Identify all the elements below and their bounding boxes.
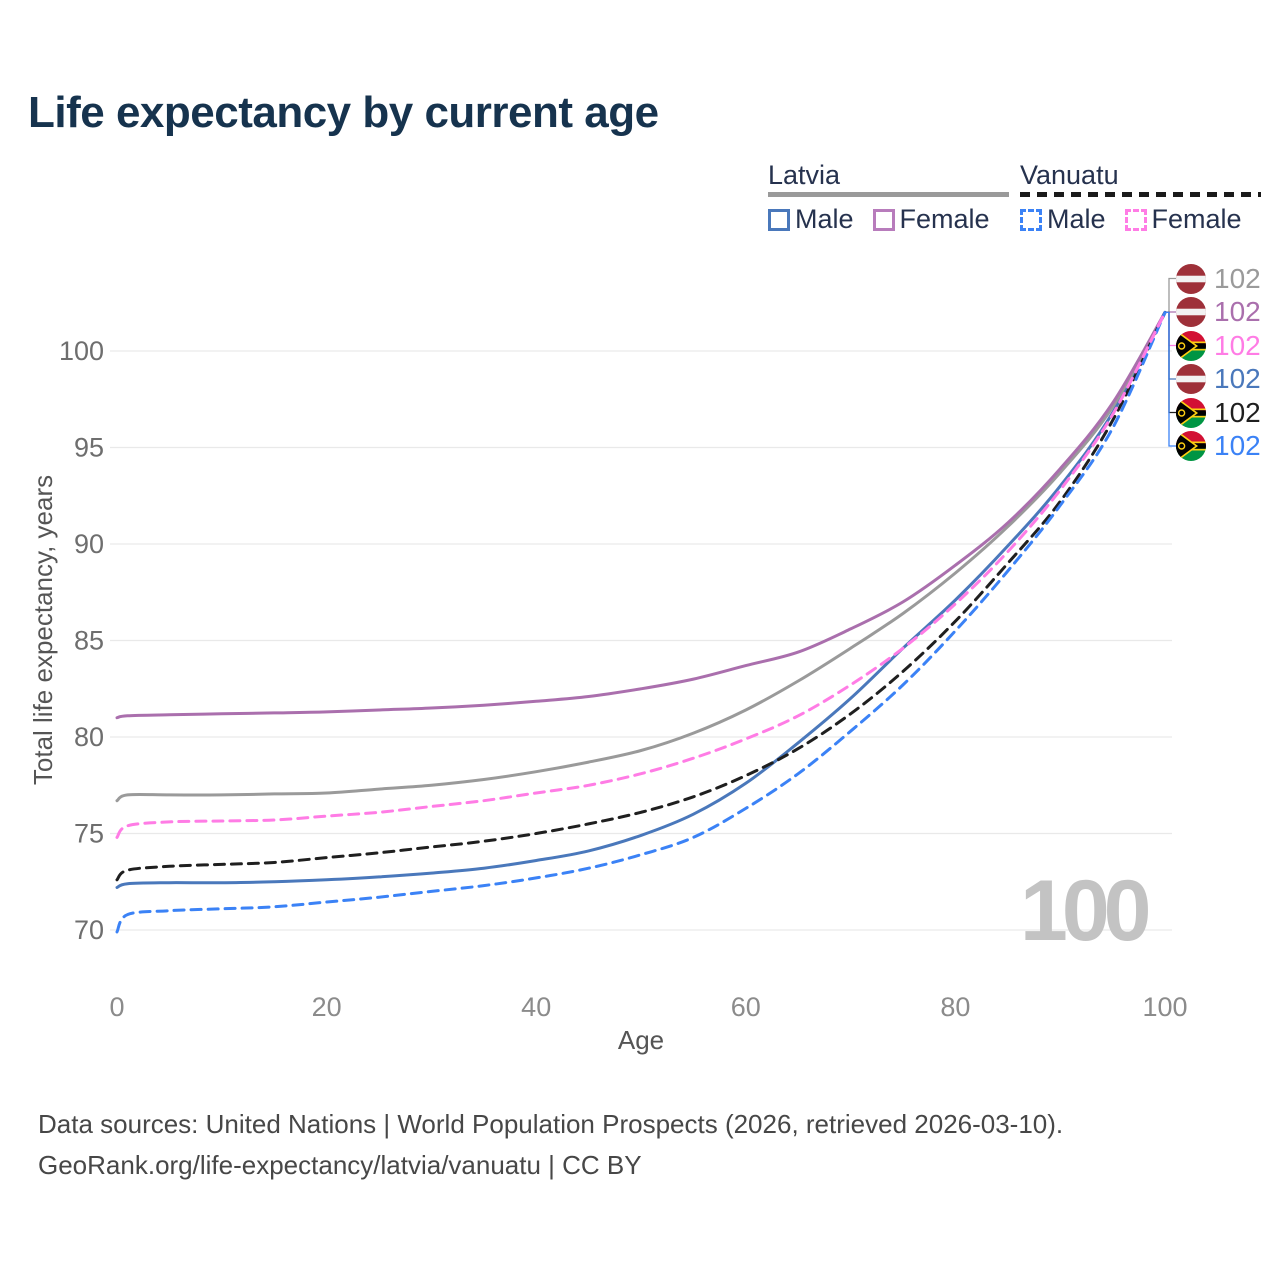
legend-label-latvia-female[interactable]: Female bbox=[899, 204, 990, 234]
series-line-vanuatu-male[interactable] bbox=[115, 310, 1167, 934]
end-label-vanuatu-female[interactable]: 102 bbox=[1176, 329, 1261, 361]
end-value-label: 102 bbox=[1214, 262, 1261, 294]
y-tick-95: 95 bbox=[74, 433, 104, 463]
end-label-leader bbox=[1165, 311, 1176, 347]
legend-country-vanuatu-label: Vanuatu bbox=[1020, 160, 1119, 190]
legend-swatch-vanuatu-male[interactable] bbox=[1020, 208, 1042, 231]
y-tick-70: 70 bbox=[74, 915, 104, 945]
footer-sources: Data sources: United Nations | World Pop… bbox=[38, 1109, 1064, 1139]
latvia-solid-line-sample bbox=[768, 192, 1009, 197]
vanuatu-flag-icon bbox=[1176, 431, 1206, 461]
x-tick-20: 20 bbox=[312, 992, 342, 1022]
x-tick-0: 0 bbox=[109, 992, 124, 1022]
y-tick-80: 80 bbox=[74, 722, 104, 752]
legend-label-vanuatu-male[interactable]: Male bbox=[1047, 204, 1106, 234]
x-axis-title: Age bbox=[618, 1025, 664, 1055]
end-value-label: 102 bbox=[1214, 363, 1261, 394]
latvia-flag-icon bbox=[1176, 364, 1206, 394]
end-label-vanuatu-both-sexes[interactable]: 102 bbox=[1176, 396, 1261, 428]
end-value-label: 102 bbox=[1214, 329, 1261, 361]
legend-country-latvia[interactable]: Latvia bbox=[768, 160, 1009, 197]
footer: Data sources: United Nations | World Pop… bbox=[38, 1104, 1063, 1186]
series-line-vanuatu-female[interactable] bbox=[115, 310, 1167, 839]
y-axis-title: Total life expectancy, years bbox=[28, 475, 58, 785]
end-label-leader bbox=[1165, 277, 1176, 314]
series-line-latvia-female[interactable] bbox=[115, 310, 1167, 720]
end-label-leader bbox=[1165, 311, 1176, 414]
legend-group-vanuatu: Vanuatu Male Female bbox=[1020, 160, 1261, 235]
legend-label-latvia-male[interactable]: Male bbox=[795, 204, 854, 234]
series-line-latvia-both-sexes[interactable] bbox=[115, 310, 1167, 803]
vanuatu-dashed-line-sample bbox=[1020, 192, 1261, 197]
legend-country-latvia-label: Latvia bbox=[768, 160, 841, 190]
legend-swatch-latvia-female[interactable] bbox=[872, 208, 895, 231]
end-label-latvia-female[interactable]: 102 bbox=[1176, 297, 1261, 327]
x-tick-40: 40 bbox=[521, 992, 551, 1022]
footer-attribution[interactable]: GeoRank.org/life-expectancy/latvia/vanua… bbox=[38, 1150, 642, 1180]
end-label-vanuatu-male[interactable]: 102 bbox=[1176, 431, 1261, 461]
y-tick-100: 100 bbox=[59, 336, 104, 366]
x-tick-100: 100 bbox=[1142, 992, 1187, 1022]
chart-title: Life expectancy by current age bbox=[28, 88, 659, 137]
y-tick-90: 90 bbox=[74, 529, 104, 559]
end-value-label: 102 bbox=[1214, 430, 1261, 461]
legend-label-vanuatu-female[interactable]: Female bbox=[1151, 204, 1242, 234]
vanuatu-flag-icon bbox=[1176, 330, 1206, 361]
x-tick-60: 60 bbox=[731, 992, 761, 1022]
end-value-label: 102 bbox=[1214, 296, 1261, 327]
y-tick-85: 85 bbox=[74, 626, 104, 656]
end-label-latvia-both-sexes[interactable]: 102 bbox=[1176, 262, 1261, 294]
vanuatu-flag-icon bbox=[1176, 397, 1206, 428]
legend-swatch-vanuatu-female[interactable] bbox=[1124, 208, 1147, 231]
legend-swatch-latvia-male[interactable] bbox=[768, 208, 790, 231]
series-line-latvia-male[interactable] bbox=[115, 310, 1167, 889]
end-label-latvia-male[interactable]: 102 bbox=[1176, 364, 1261, 394]
legend-country-vanuatu[interactable]: Vanuatu bbox=[1020, 160, 1261, 197]
latvia-flag-icon bbox=[1176, 263, 1206, 294]
end-label-leader bbox=[1165, 311, 1176, 447]
legend-group-latvia: Latvia Male Female bbox=[768, 160, 1009, 235]
age-watermark: 100 bbox=[1020, 863, 1151, 959]
latvia-flag-icon bbox=[1176, 297, 1206, 327]
series-line-vanuatu-both-sexes[interactable] bbox=[115, 310, 1167, 882]
end-value-label: 102 bbox=[1214, 396, 1261, 428]
y-tick-75: 75 bbox=[74, 819, 104, 849]
x-tick-80: 80 bbox=[940, 992, 970, 1022]
